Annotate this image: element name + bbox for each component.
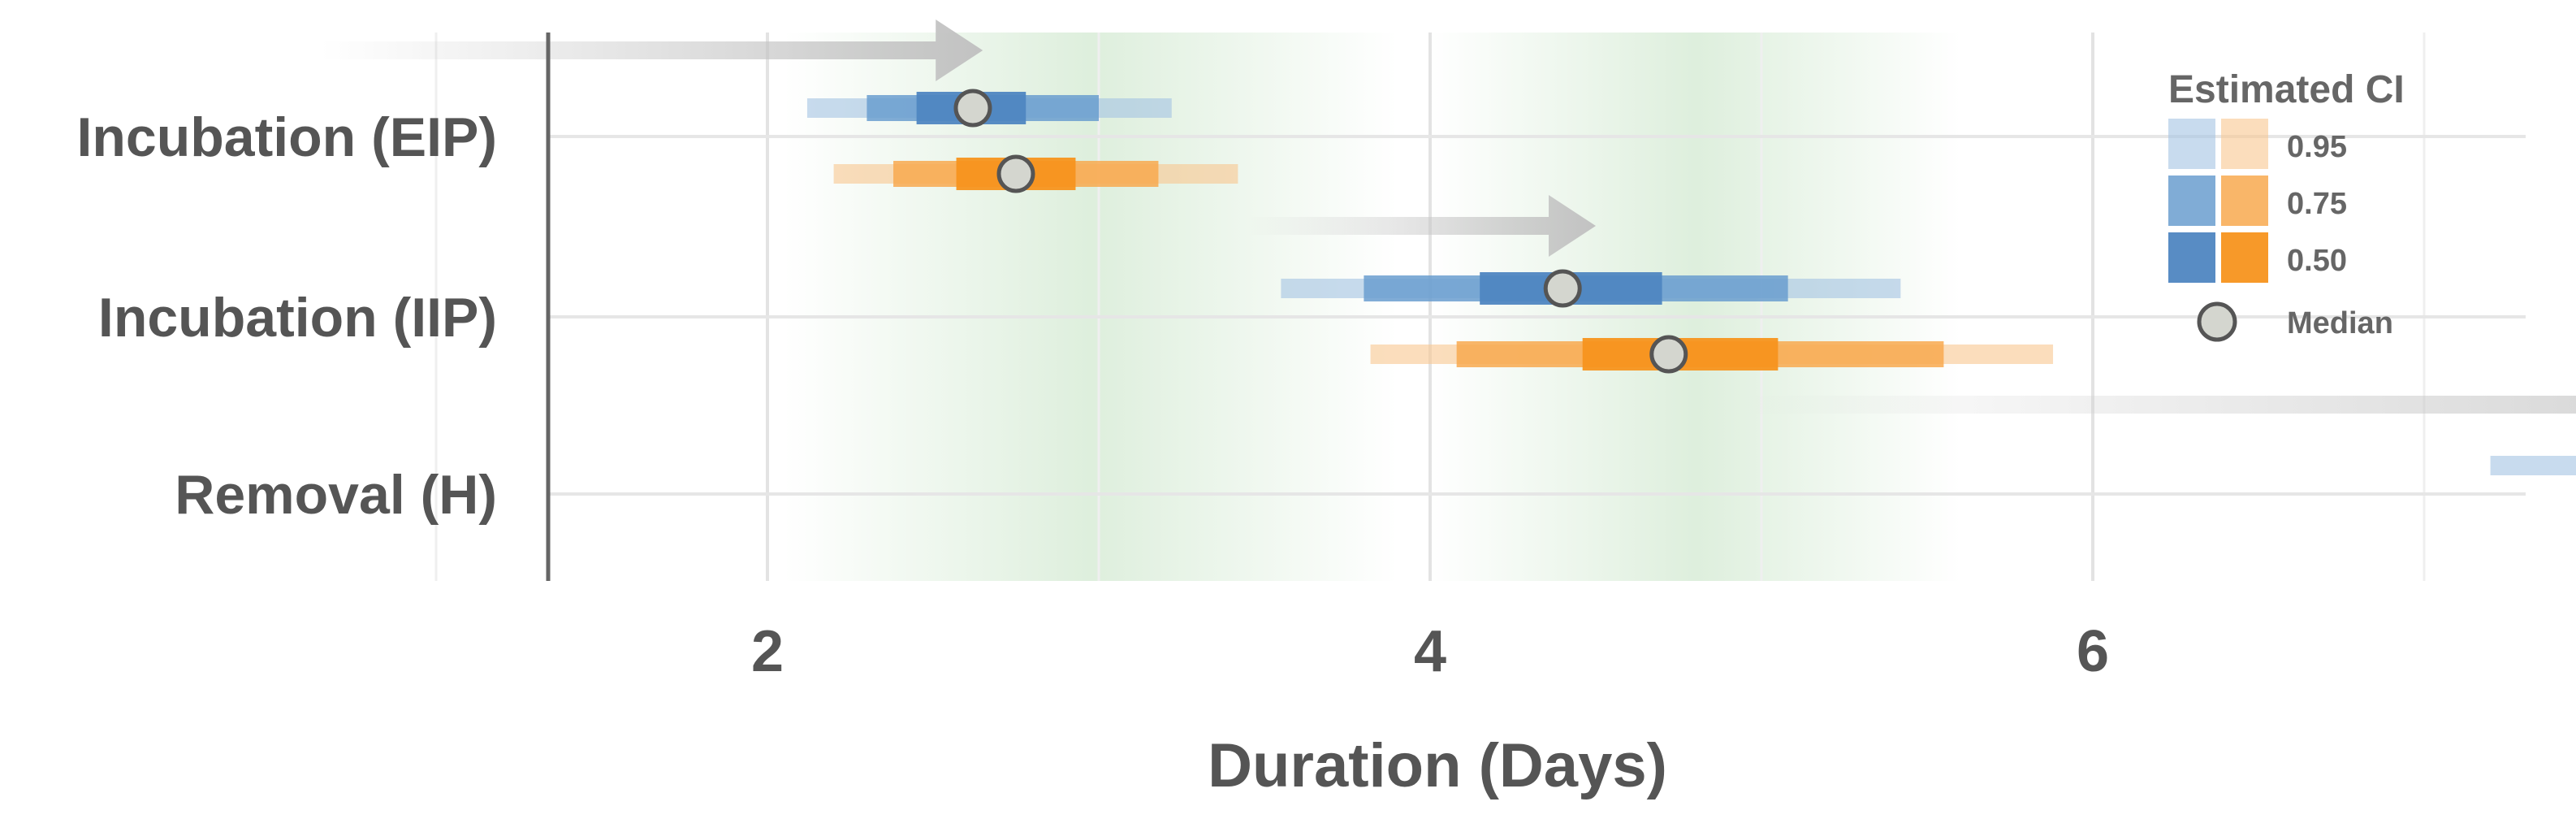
axes: Incubation (EIP) Incubation (IIP) Removal …	[76, 32, 2109, 800]
legend-level-label-1: 0.75	[2287, 187, 2347, 221]
transition-arrow-1	[1247, 195, 1596, 257]
legend-swatch-095-s0	[2168, 119, 2215, 169]
median-point-s1-c1	[1649, 335, 1688, 374]
legend-swatch-075-s1	[2221, 176, 2268, 226]
legend-level-label-0: 0.95	[2287, 130, 2347, 164]
x-axis-title: Duration (Days)	[1208, 731, 1667, 800]
median-point-s0-c0	[953, 89, 992, 128]
legend-swatch-095-s1	[2221, 119, 2268, 169]
y-tick-label-1: Incubation (IIP)	[98, 287, 497, 349]
transition-arrow-2	[1744, 396, 2576, 414]
legend-swatch-050-s0	[2168, 232, 2215, 283]
legend-swatch-050-s1	[2221, 232, 2268, 283]
legend-median-label: Median	[2287, 306, 2393, 340]
legend-swatch-075-s0	[2168, 176, 2215, 226]
y-tick-label-0: Incubation (EIP)	[76, 106, 497, 168]
x-tick-label-0: 2	[751, 619, 784, 684]
transition-arrows	[320, 20, 2576, 414]
shaded-band-1	[1430, 32, 1960, 581]
shaded-band-0	[784, 32, 1398, 581]
median-point-s1-c0	[996, 154, 1035, 193]
legend-title: Estimated CI	[2168, 68, 2405, 111]
shaded-bands	[784, 32, 1960, 581]
interval-marks	[806, 89, 2576, 475]
x-tick-label-1: 4	[1414, 619, 1446, 684]
transition-arrow-0	[320, 20, 983, 81]
legend-level-label-2: 0.50	[2287, 244, 2347, 278]
y-tick-label-2: Removal (H)	[175, 464, 497, 526]
legend: Estimated CI 0.95 0.75 0.50 Median	[2168, 68, 2405, 342]
median-point-s0-c1	[1543, 269, 1582, 308]
legend-median-marker	[2197, 301, 2237, 342]
x-tick-label-2: 6	[2077, 619, 2109, 684]
ci-95-bar-s0-c2	[2490, 456, 2576, 475]
